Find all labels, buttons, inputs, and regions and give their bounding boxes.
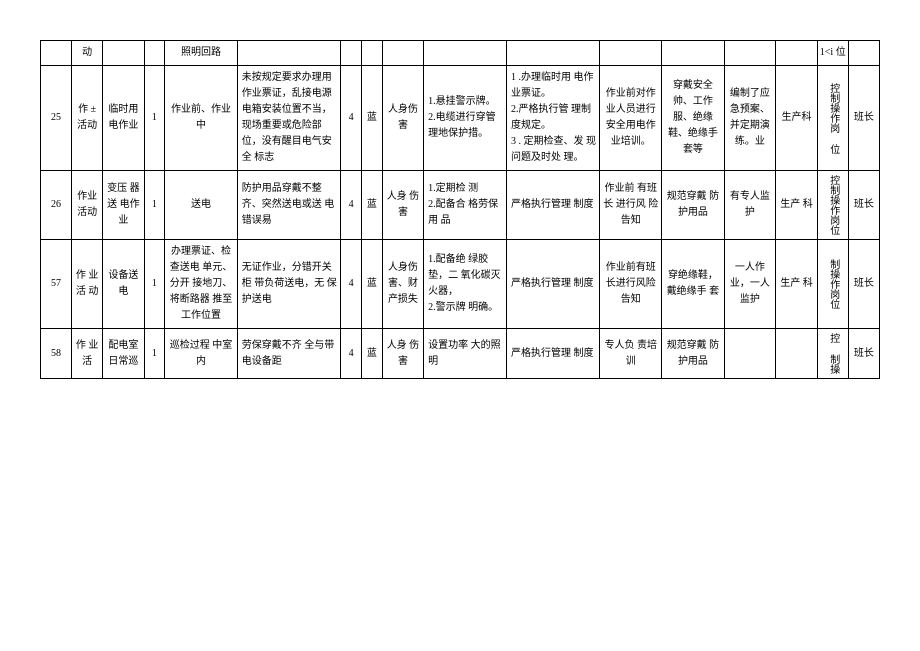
header-cell [724, 41, 776, 66]
table-cell: 1.定期检 测 2.配备合 格劳保用 品 [424, 171, 507, 240]
table-cell: 班长 [848, 240, 879, 329]
header-cell [424, 41, 507, 66]
table-cell: 作 业活 [72, 329, 103, 379]
table-cell: 穿戴安全帅、工作服、绝缘鞋、绝缘手套等 [662, 66, 724, 171]
header-cell: 动 [72, 41, 103, 66]
table-cell: 人身伤害 [382, 66, 423, 171]
table-cell: 1 [144, 240, 165, 329]
table-cell: 无证作业，分错开关柜 带负荷送电，无 保护送电 [237, 240, 341, 329]
table-cell: 严格执行管理 制度 [507, 329, 600, 379]
table-cell: 专人负 责培训 [600, 329, 662, 379]
table-cell [776, 329, 817, 379]
header-cell [341, 41, 362, 66]
table-cell: 设置功率 大的照明 [424, 329, 507, 379]
table-cell: 临时用电作业 [103, 66, 144, 171]
header-cell [362, 41, 383, 66]
table-cell: 严格执行管理 制度 [507, 171, 600, 240]
table-cell: 穿绝缘鞋，戴绝缘手 套 [662, 240, 724, 329]
table-cell: 1 .办理临时用 电作业票证。 2.严格执行管 理制度规定。 3 . 定期检查、… [507, 66, 600, 171]
table-cell: 1.悬挂警示牌。 2.电缆进行穿管理地保护措。 [424, 66, 507, 171]
table-cell: 作业前 有班长 进行风 险告知 [600, 171, 662, 240]
header-cell [776, 41, 817, 66]
table-cell: 班长 [848, 171, 879, 240]
header-cell: 照明回路 [165, 41, 238, 66]
table-cell: 4 [341, 171, 362, 240]
table-cell: 生产科 [776, 66, 817, 171]
header-cell [237, 41, 341, 66]
table-cell: 办理票证、检查送电 单元、分开 接地刀、将断路器 推至工作位置 [165, 240, 238, 329]
table-cell: 生产 科 [776, 240, 817, 329]
table-cell: 1.配备绝 绿胶垫，二 氧化碳灭 火器， 2.警示牌 明确。 [424, 240, 507, 329]
table-cell: 编制了应急预案、并定期演练。业 [724, 66, 776, 171]
header-cell [382, 41, 423, 66]
table-cell: 变压 器送 电作业 [103, 171, 144, 240]
table-cell: 生产 科 [776, 171, 817, 240]
risk-assessment-table: 动照明回路1<i 位25作 ± 活动临时用电作业1作业前、作业中未按规定要求办理… [40, 40, 880, 379]
header-cell [144, 41, 165, 66]
table-cell: 班长 [848, 66, 879, 171]
header-cell: 1<i 位 [817, 41, 848, 66]
table-cell: 人身 伤害 [382, 171, 423, 240]
table-cell: 控制操作岗 位 [817, 66, 848, 171]
table-cell: 作业前、作业中 [165, 66, 238, 171]
table-cell: 1 [144, 66, 165, 171]
table-cell: 严格执行管理 制度 [507, 240, 600, 329]
table-cell: 送电 [165, 171, 238, 240]
table-cell: 劳保穿戴不齐 全与带电设备距 [237, 329, 341, 379]
table-cell: 制操作岗位 [817, 240, 848, 329]
table-cell: 4 [341, 240, 362, 329]
header-cell [848, 41, 879, 66]
table-cell: 26 [41, 171, 72, 240]
table-cell: 4 [341, 66, 362, 171]
table-cell: 蓝 [362, 240, 383, 329]
table-cell: 配电室日常巡 [103, 329, 144, 379]
table-cell: 蓝 [362, 66, 383, 171]
table-cell: 设备送电 [103, 240, 144, 329]
table-cell: 人身伤害、财产损失 [382, 240, 423, 329]
table-cell: 57 [41, 240, 72, 329]
table-cell: 未按规定要求办理用作业票证，乱接电源电箱安装位置不当，现场重要或危险部位，没有醒… [237, 66, 341, 171]
table-cell: 4 [341, 329, 362, 379]
table-cell: 巡检过程 中室内 [165, 329, 238, 379]
table-cell: 规范穿戴 防护用品 [662, 329, 724, 379]
table-cell: 控 制操 [817, 329, 848, 379]
table-cell: 作业前对作业人员进行安全用电作 业培训。 [600, 66, 662, 171]
header-cell [103, 41, 144, 66]
header-cell [41, 41, 72, 66]
table-cell: 作 业活 动 [72, 240, 103, 329]
table-cell: 作 ± 活动 [72, 66, 103, 171]
table-cell: 规范穿戴 防护用品 [662, 171, 724, 240]
table-cell: 25 [41, 66, 72, 171]
header-cell [662, 41, 724, 66]
table-cell: 1 [144, 171, 165, 240]
table-cell: 班长 [848, 329, 879, 379]
table-cell [724, 329, 776, 379]
table-cell: 1 [144, 329, 165, 379]
table-cell: 人身 伤害 [382, 329, 423, 379]
table-cell: 58 [41, 329, 72, 379]
table-cell: 蓝 [362, 171, 383, 240]
table-cell: 作业前有班长进行风险告知 [600, 240, 662, 329]
table-cell: 防护用品穿戴不整齐、突然送电或送 电错误易 [237, 171, 341, 240]
table-cell: 有专人监护 [724, 171, 776, 240]
header-cell [507, 41, 600, 66]
table-cell: 作业活动 [72, 171, 103, 240]
table-cell: 蓝 [362, 329, 383, 379]
table-cell: 控制操作岗位 [817, 171, 848, 240]
header-cell [600, 41, 662, 66]
table-cell: 一人作业，一人监护 [724, 240, 776, 329]
